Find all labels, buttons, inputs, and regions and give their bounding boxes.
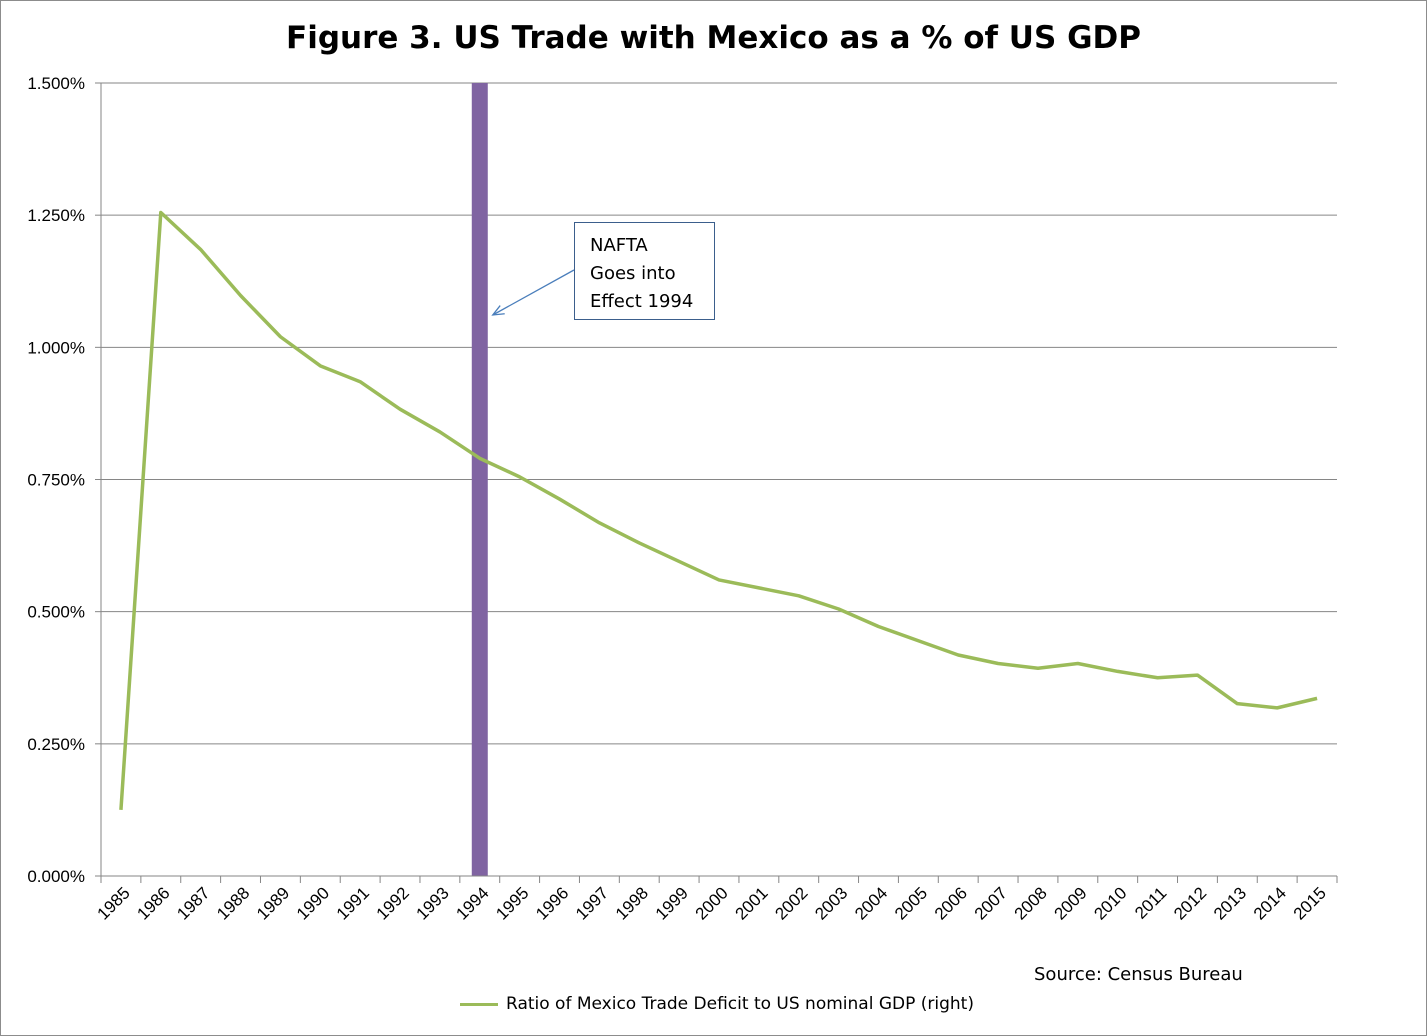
x-tick-label: 1987 [173, 883, 213, 923]
data-point [119, 808, 123, 812]
source-note: Source: Census Bureau [1034, 964, 1243, 985]
data-point [597, 521, 601, 525]
x-tick-label: 1992 [373, 883, 413, 923]
data-point [398, 407, 402, 411]
legend: Ratio of Mexico Trade Deficit to US nomi… [460, 992, 974, 1016]
y-tick-label: 1.000% [27, 338, 85, 357]
x-tick-label: 1994 [452, 883, 492, 923]
annotation-line: NAFTA [590, 235, 648, 256]
y-tick-label: 1.250% [27, 206, 85, 225]
annotation-arrow [492, 269, 575, 316]
data-point [438, 430, 442, 434]
data-point [717, 578, 721, 582]
x-tick-label: 1988 [213, 883, 253, 923]
data-point [837, 607, 841, 611]
x-tick-label: 2008 [1011, 883, 1051, 923]
x-tick-label: 1986 [133, 883, 173, 923]
y-tick-label: 0.000% [27, 867, 85, 886]
data-point [797, 594, 801, 598]
data-point [1275, 706, 1279, 710]
nafta-highlight-bar [471, 83, 488, 876]
x-tick-label: 1995 [492, 883, 532, 923]
data-point [757, 586, 761, 590]
x-tick-label: 1996 [532, 883, 572, 923]
x-tick-label: 2003 [811, 883, 851, 923]
data-point [956, 653, 960, 657]
x-tick-label: 1999 [652, 883, 692, 923]
annotation-arrow-layer [491, 269, 575, 316]
x-tick-label: 2010 [1090, 883, 1130, 923]
data-point [876, 624, 880, 628]
x-tick-label: 1991 [333, 883, 373, 923]
data-point [1315, 696, 1319, 700]
data-point [358, 380, 362, 384]
x-tick-label: 2005 [891, 883, 931, 923]
axes: 0.000% 0.250% 0.500% 0.750% 1.000% 1.250% 1.50… [27, 74, 1338, 924]
x-tick-label: 2015 [1290, 883, 1330, 923]
x-tick-label: 2002 [771, 883, 811, 923]
chart-title: Figure 3. US Trade with Mexico as a % of… [286, 20, 1141, 56]
y-tick-label: 0.250% [27, 735, 85, 754]
x-tick-label: 2004 [851, 883, 891, 923]
y-tick-label: 1.500% [27, 74, 85, 93]
highlight-layer [471, 83, 488, 876]
data-point [1156, 676, 1160, 680]
x-tick-label: 1993 [413, 883, 453, 923]
data-point [1036, 666, 1040, 670]
x-tick-label: 2009 [1050, 883, 1090, 923]
x-tick-label: 2011 [1131, 883, 1170, 922]
annotation-line: Goes into [590, 263, 676, 284]
data-point [518, 475, 522, 479]
data-point [159, 211, 163, 215]
x-tick-label: 1985 [94, 883, 134, 923]
data-point [1235, 702, 1239, 706]
data-point [996, 661, 1000, 665]
data-point [199, 248, 203, 252]
x-tick-label: 1998 [612, 883, 652, 923]
x-tick-label: 2012 [1170, 883, 1210, 923]
data-point [637, 541, 641, 545]
series-layer [119, 210, 1319, 812]
data-point [916, 639, 920, 643]
x-tick-label: 2013 [1210, 883, 1250, 923]
legend-swatch [460, 1002, 498, 1006]
y-tick-label: 0.750% [27, 471, 85, 490]
data-point [1195, 673, 1199, 677]
series-line [119, 210, 1318, 811]
x-tick-label: 2014 [1250, 883, 1290, 923]
x-tick-label: 2006 [931, 883, 971, 923]
data-point [677, 559, 681, 563]
y-tick-label: 0.500% [27, 603, 85, 622]
legend-label: Ratio of Mexico Trade Deficit to US nomi… [506, 994, 974, 1014]
data-point [478, 456, 482, 460]
data-point [278, 335, 282, 339]
data-point [558, 497, 562, 501]
x-tick-label: 2001 [732, 883, 772, 923]
data-point [1116, 669, 1120, 673]
annotation-line: Effect 1994 [590, 291, 694, 312]
x-tick-label: 1990 [293, 883, 333, 923]
gridlines [101, 82, 1337, 745]
nafta-annotation: NAFTA Goes into Effect 1994 [574, 222, 715, 320]
data-point [1076, 661, 1080, 665]
data-point [239, 294, 243, 298]
x-tick-label: 2000 [692, 883, 732, 923]
x-tick-label: 1997 [572, 883, 612, 923]
data-point [318, 364, 322, 368]
x-tick-label: 1989 [253, 883, 293, 923]
x-tick-label: 2007 [971, 883, 1011, 923]
annotation-arrowhead [491, 305, 505, 316]
